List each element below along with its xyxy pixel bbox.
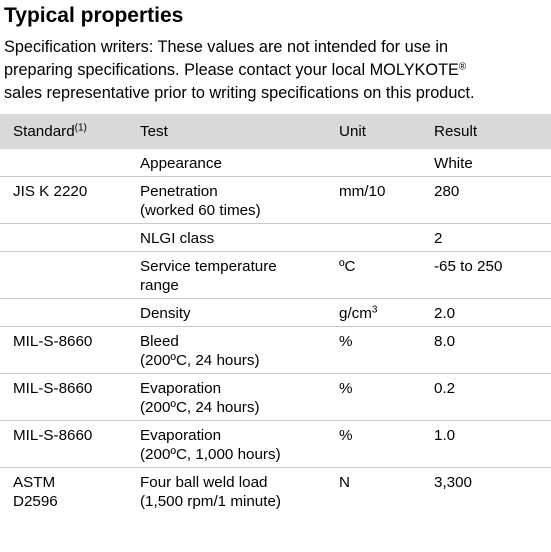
section-heading: Typical properties xyxy=(4,4,184,27)
header-standard: Standard(1) xyxy=(0,114,126,149)
table-row: MIL-S-8660 Evaporation (200ºC, 1,000 hours… xyxy=(0,420,551,468)
cell-unit: g/cm3 xyxy=(325,298,420,327)
cell-test: Appearance xyxy=(126,149,325,177)
cell-result: 3,300 xyxy=(434,474,473,491)
table-row: Service temperature range ºC -65 to 250 xyxy=(0,251,551,299)
cell-unit: % xyxy=(325,373,420,421)
cell-test: NLGI class xyxy=(126,223,325,252)
cell-standard: ASTM D2596 xyxy=(13,474,58,510)
cell-unit: mm/10 xyxy=(325,176,420,224)
cell-test: Penetration (worked 60 times) xyxy=(126,176,325,224)
cell-standard: MIL-S-8660 xyxy=(0,373,126,421)
cell-standard xyxy=(0,251,126,299)
cell-standard: MIL-S-8660 xyxy=(0,420,126,468)
header-result: Result xyxy=(420,114,551,149)
cell-unit: % xyxy=(325,326,420,374)
cell-result: 280 xyxy=(420,176,551,224)
intro-line-2-text: preparing specifications. Please contact… xyxy=(4,61,459,79)
cell-result: White xyxy=(420,149,551,177)
table-header-row: Standard(1) Test Unit Result xyxy=(0,114,551,149)
table-row: Density g/cm3 2.0 xyxy=(0,298,551,327)
intro-line-2: preparing specifications. Please contact… xyxy=(4,59,551,82)
intro-line-1: Specification writers: These values are … xyxy=(4,38,449,56)
cell-standard: JIS K 2220 xyxy=(0,176,126,224)
cell-result: 0.2 xyxy=(420,373,551,421)
cell-test: Four ball weld load (1,500 rpm/1 minute) xyxy=(140,474,281,510)
table-row: NLGI class 2 xyxy=(0,223,551,252)
cell-unit xyxy=(325,223,420,252)
typical-properties-section: Typical properties Specification writers… xyxy=(0,4,551,514)
registered-mark: ® xyxy=(458,61,467,73)
header-unit: Unit xyxy=(325,114,420,149)
cell-test: Evaporation (200ºC, 24 hours) xyxy=(126,373,325,421)
intro-line-3: sales representative prior to writing sp… xyxy=(4,84,475,102)
cell-result: 2.0 xyxy=(420,298,551,327)
cell-result: 1.0 xyxy=(420,420,551,468)
cell-standard: MIL-S-8660 xyxy=(0,326,126,374)
cell-standard xyxy=(0,223,126,252)
cell-unit: N xyxy=(339,474,350,491)
header-test: Test xyxy=(126,114,325,149)
cell-test: Evaporation (200ºC, 1,000 hours) xyxy=(126,420,325,468)
properties-table: Standard(1) Test Unit Result Appearance W… xyxy=(0,114,551,514)
cell-standard xyxy=(0,298,126,327)
footnote-marker: (1) xyxy=(74,122,87,134)
table-row: JIS K 2220 Penetration (worked 60 times) mm… xyxy=(0,176,551,224)
cell-test: Density xyxy=(126,298,325,327)
intro-paragraph: Specification writers: These values are … xyxy=(4,36,551,105)
cell-result: 8.0 xyxy=(420,326,551,374)
cell-unit: % xyxy=(325,420,420,468)
cell-test: Bleed (200ºC, 24 hours) xyxy=(126,326,325,374)
table-row: ASTM D2596 Four ball weld load (1,500 rpm/1… xyxy=(0,468,551,515)
cell-result: 2 xyxy=(420,223,551,252)
table-row: MIL-S-8660 Bleed (200ºC, 24 hours)% 8.0 xyxy=(0,326,551,374)
cell-result: -65 to 250 xyxy=(420,251,551,299)
cell-unit xyxy=(325,149,420,177)
cell-test: Service temperature range xyxy=(126,251,325,299)
table-row: Appearance White xyxy=(0,149,551,177)
cell-standard xyxy=(0,149,126,177)
cell-unit: ºC xyxy=(325,251,420,299)
table-row: MIL-S-8660 Evaporation (200ºC, 24 hours)% 0… xyxy=(0,373,551,421)
